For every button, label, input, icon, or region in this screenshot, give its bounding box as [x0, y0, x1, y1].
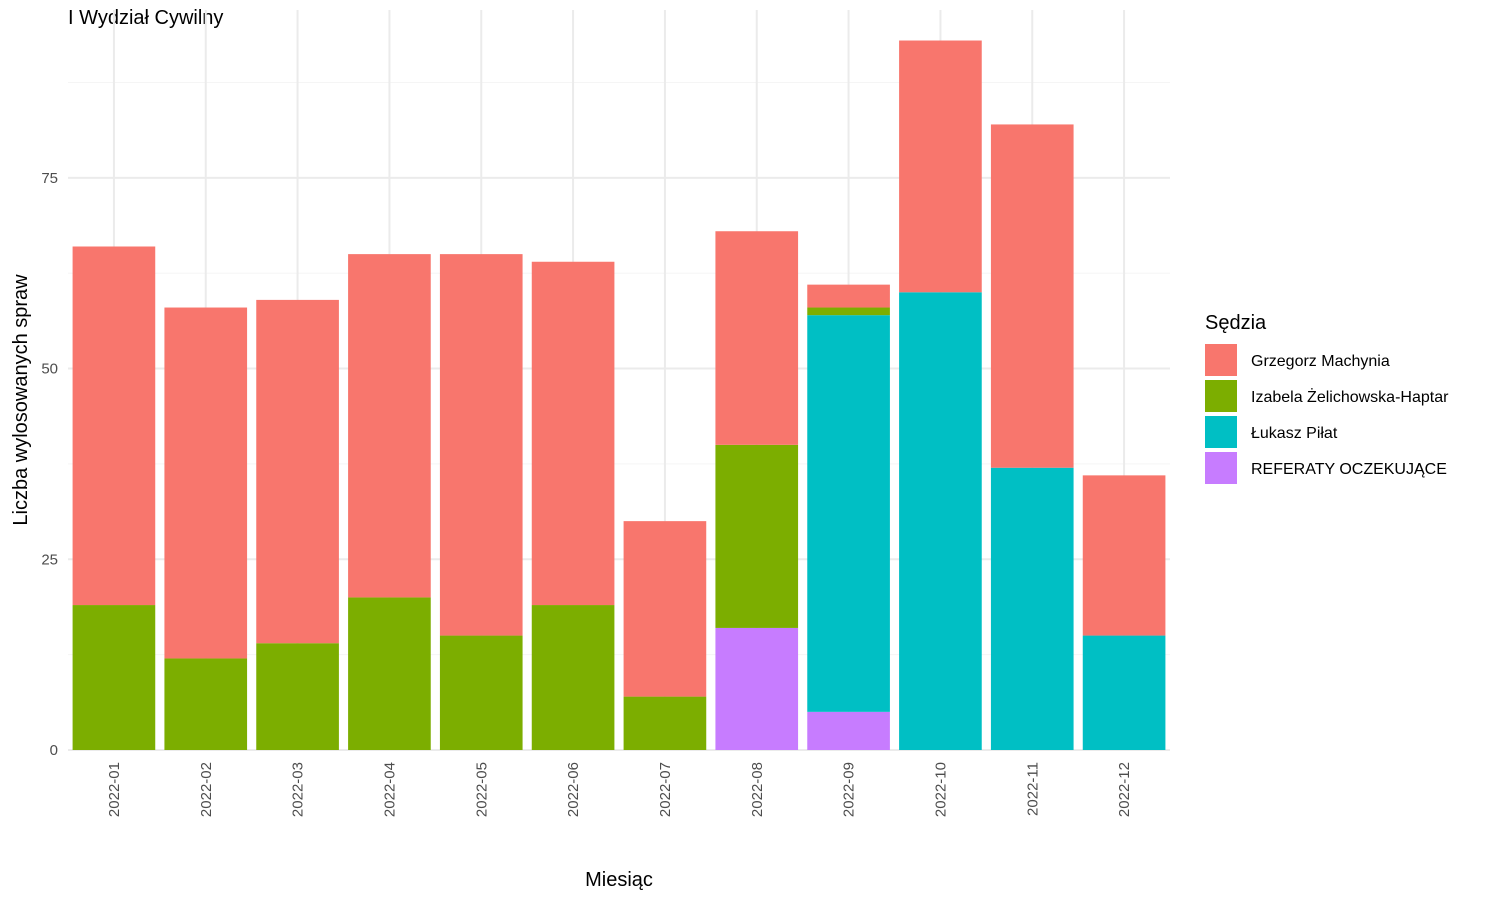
bar-segment [807, 711, 890, 750]
x-tick-label: 2022-07 [657, 762, 674, 817]
x-tick-label: 2022-04 [381, 762, 398, 817]
x-tick-label: 2022-10 [932, 762, 949, 817]
bar-segment [899, 292, 982, 750]
x-axis-title: Miesiąc [585, 869, 653, 891]
bar-segment [531, 261, 615, 606]
bar-segment [990, 124, 1074, 468]
x-tick-label: 2022-03 [290, 762, 307, 817]
legend-swatch [1205, 344, 1237, 376]
legend-title: Sędzia [1205, 312, 1267, 334]
bar-segment [164, 307, 248, 659]
x-tick-label: 2022-02 [198, 762, 215, 817]
legend-label: Grzegorz Machynia [1251, 353, 1390, 370]
y-axis-title: Liczba wylosowanych spraw [10, 274, 32, 526]
legend-label: Łukasz Piłat [1251, 425, 1338, 442]
bar-segment [439, 635, 523, 750]
x-tick-label: 2022-05 [473, 762, 490, 817]
bar-segment [715, 231, 799, 445]
y-tick-label: 0 [50, 742, 58, 759]
legend-swatch [1205, 380, 1237, 412]
bar-segment [531, 605, 615, 750]
bar-segment [256, 643, 339, 750]
bar-segment [256, 299, 339, 644]
bar-segment [72, 605, 156, 750]
y-tick-label: 25 [41, 551, 58, 568]
legend-swatch [1205, 416, 1237, 448]
bar-segment [715, 444, 799, 628]
bar-segment [623, 696, 707, 750]
x-tick-label: 2022-06 [565, 762, 582, 817]
bar-segment [990, 467, 1074, 750]
x-tick-label: 2022-09 [841, 762, 858, 817]
bar-segment [807, 307, 890, 316]
bar-segment [72, 246, 156, 606]
x-tick-label: 2022-12 [1116, 762, 1133, 817]
y-tick-label: 50 [41, 361, 58, 378]
legend-swatch [1205, 452, 1237, 484]
bar-segment [807, 284, 890, 308]
bar-segment [348, 254, 431, 598]
bar-segment [439, 254, 523, 636]
x-axis-ticks: 2022-01 2022-02 2022-03 2022-04 2022-05 2022-… [106, 762, 1133, 817]
legend-label: Izabela Żelichowska-Haptar [1251, 387, 1449, 406]
bar-segment [164, 658, 248, 750]
x-tick-label: 2022-08 [749, 762, 766, 817]
bar-segment [1082, 635, 1166, 750]
x-tick-label: 2022-01 [106, 762, 123, 817]
bar-segment [715, 627, 799, 750]
bar-segment [348, 597, 431, 750]
bar-segment [623, 521, 707, 697]
y-tick-label: 75 [41, 170, 58, 187]
bars [72, 40, 1166, 750]
chart-title: I Wydział Cywilny [68, 7, 224, 29]
legend: Sędzia Grzegorz Machynia Izabela Żelichow… [1205, 312, 1449, 484]
bar-segment [807, 315, 890, 712]
bar-segment [1082, 475, 1166, 636]
bar-segment [899, 40, 982, 293]
y-axis-ticks: 0 25 50 75 [41, 170, 58, 759]
x-tick-label: 2022-11 [1024, 762, 1041, 816]
legend-label: REFERATY OCZEKUJĄCE [1251, 461, 1447, 478]
